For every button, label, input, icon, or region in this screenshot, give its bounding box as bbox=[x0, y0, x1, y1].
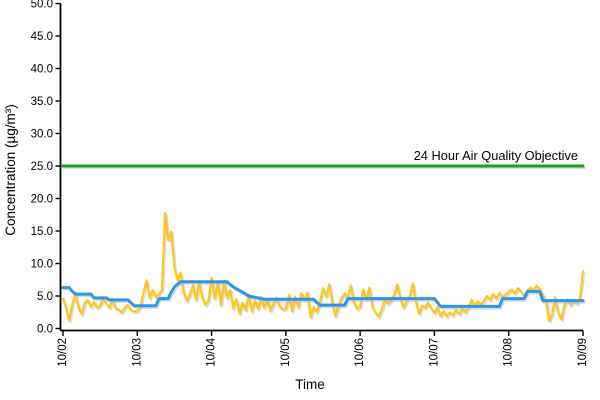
24h-average-concentration-line bbox=[61, 280, 585, 308]
objective-label: 24 Hour Air Quality Objective bbox=[414, 148, 578, 163]
x-tick-label: 10/04 bbox=[206, 337, 218, 366]
x-tick-label: 10/05 bbox=[280, 338, 292, 367]
hourly-concentration-line bbox=[61, 211, 585, 322]
x-tick-label: 10/09 bbox=[577, 338, 589, 367]
x-tick-label: 10/02 bbox=[57, 338, 69, 367]
x-axis-title: Time bbox=[295, 377, 325, 392]
x-tick-label: 10/03 bbox=[131, 338, 143, 367]
y-axis-title: Concentration (µg/m³) bbox=[3, 104, 18, 236]
y-tick-label: 15.0 bbox=[31, 226, 53, 238]
y-tick-label: 50.0 bbox=[31, 0, 53, 11]
y-tick-label: 10.0 bbox=[31, 259, 53, 271]
x-tick-label: 10/07 bbox=[428, 338, 440, 367]
y-tick-label: 35.0 bbox=[31, 96, 53, 108]
y-tick-label: 5.0 bbox=[37, 291, 53, 303]
x-tick-label: 10/08 bbox=[503, 338, 515, 367]
y-tick-label: 30.0 bbox=[31, 129, 53, 141]
y-tick-label: 0.0 bbox=[37, 324, 53, 336]
y-tick-label: 25.0 bbox=[31, 161, 53, 173]
y-tick-label: 40.0 bbox=[31, 64, 53, 76]
y-tick-label: 20.0 bbox=[31, 194, 53, 206]
y-tick-label: 45.0 bbox=[31, 31, 53, 43]
x-tick-label: 10/06 bbox=[354, 338, 366, 367]
